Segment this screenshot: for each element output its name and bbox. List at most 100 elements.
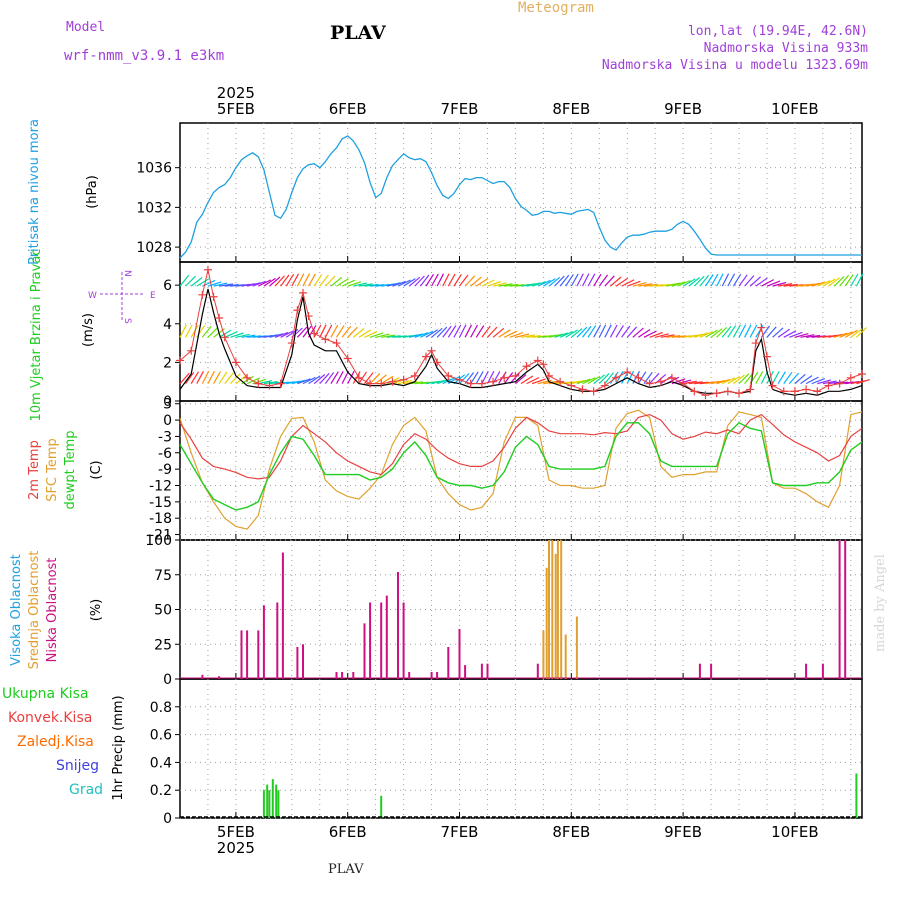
wind-barb (755, 277, 768, 287)
compass-e: E (150, 291, 156, 301)
wind-gust-marker (410, 371, 419, 380)
wind-barb (347, 326, 358, 338)
cloud-bar (341, 672, 344, 679)
wind-barb (520, 334, 535, 338)
wind-barb (324, 275, 336, 287)
wind-gust-marker (802, 385, 811, 394)
cloud-title: Visoka Oblacnost Srednja Oblacnost Niska O… (9, 551, 60, 670)
cloud-bar (545, 567, 548, 679)
wind-barb (453, 273, 462, 287)
wind-barb (481, 370, 489, 384)
wind-barb (419, 274, 430, 287)
pressure-line (179, 135, 862, 259)
wind-barb (671, 281, 686, 287)
wind-gust-marker (723, 387, 732, 396)
model-name: wrf-nmm_v3.9.1 e3km (64, 48, 225, 64)
wind-barb (638, 329, 651, 338)
precip-legend-0: Ukupna Kisa (2, 686, 89, 702)
wind-barb (531, 281, 546, 287)
cloud-bar (385, 595, 388, 679)
wind-barb (593, 273, 602, 287)
wind-barb (291, 379, 306, 385)
wind-barb (347, 281, 362, 287)
cloud-bar (402, 602, 405, 679)
wind-barb (464, 275, 476, 287)
wind-barb (559, 274, 570, 287)
wind-barb (358, 283, 373, 287)
y-tick-label: 2 (163, 355, 172, 371)
wind-gust-marker (667, 373, 676, 382)
wind-barb (459, 372, 470, 385)
wind-barb (247, 335, 262, 338)
wind-gust-marker (544, 371, 553, 380)
wind-barb (420, 330, 434, 338)
wind-barb (688, 381, 703, 385)
wind-barb (269, 333, 284, 338)
cloud-bar (246, 630, 249, 679)
cloud-bar (554, 553, 557, 679)
precip-bar (277, 790, 280, 818)
wind-gust-marker (511, 371, 520, 380)
pressure-title-line: Pritisak na nivou mora (27, 119, 42, 265)
y-tick-label: 0.4 (150, 755, 172, 771)
precip-bar (380, 795, 383, 818)
wind-barb (219, 283, 234, 287)
cloud-bar (551, 540, 554, 679)
precip-bar (275, 784, 278, 818)
wind-barb (559, 330, 574, 338)
precip-legend-3: Snijeg (56, 758, 99, 774)
wind-barb (297, 378, 311, 385)
wind-gust-marker (500, 373, 509, 382)
wind-barb (649, 372, 660, 385)
wind-gust-marker (176, 356, 184, 365)
cloud-bar (821, 663, 824, 679)
y-tick-label: 25 (154, 637, 172, 653)
precip-bar (855, 773, 858, 818)
wind-gust-marker (690, 387, 699, 396)
wind-barb (794, 373, 806, 385)
wind-barb (766, 280, 781, 287)
panel-frame-pressure (179, 122, 863, 263)
wind-barb (666, 335, 681, 338)
wind-barb (833, 275, 845, 287)
wind-barb (727, 273, 736, 287)
precip-bar (266, 784, 269, 818)
wind-gust-marker (746, 385, 755, 394)
wind-gust-marker (427, 346, 436, 355)
cloud-bar (536, 663, 539, 679)
temp-title-line: 2m Temp (27, 440, 42, 500)
wind-gust-marker (539, 360, 548, 369)
temp-title-line: SFC Temp (45, 438, 60, 502)
wind-gust-marker (751, 339, 760, 348)
wind-barb (196, 278, 210, 287)
wind-gust-marker (366, 379, 375, 388)
wind-barb (364, 283, 379, 287)
wind-barb (179, 372, 190, 385)
y-tick-label: 0 (163, 811, 172, 827)
wind-barb (313, 324, 322, 338)
wind-barb (789, 331, 803, 338)
y-tick-label: 0 (163, 413, 172, 429)
wind-barb (386, 282, 401, 287)
wind-gust-marker (293, 306, 302, 315)
wind-barb (844, 274, 854, 287)
x-label-top: 10FEB (771, 100, 818, 118)
wind-barb (224, 372, 234, 385)
wind-barb (598, 373, 610, 385)
y-tick-label: 6 (163, 278, 172, 294)
wind-barb (582, 325, 592, 338)
wind-barb (302, 273, 310, 287)
wind-barb (727, 375, 741, 385)
wind-barb (330, 276, 343, 287)
precip-bar (268, 790, 271, 818)
wind-barb (509, 332, 524, 338)
wind-gust-marker (556, 377, 565, 386)
cloud-bar (710, 663, 713, 679)
wind-gust-marker (466, 379, 475, 388)
wind-barb (375, 374, 387, 385)
wind-barb (632, 327, 644, 338)
wind-barb (531, 378, 546, 385)
wind-gust-marker (276, 379, 285, 388)
cloud-bar (335, 672, 338, 679)
x-label-top: 9FEB (664, 100, 702, 118)
